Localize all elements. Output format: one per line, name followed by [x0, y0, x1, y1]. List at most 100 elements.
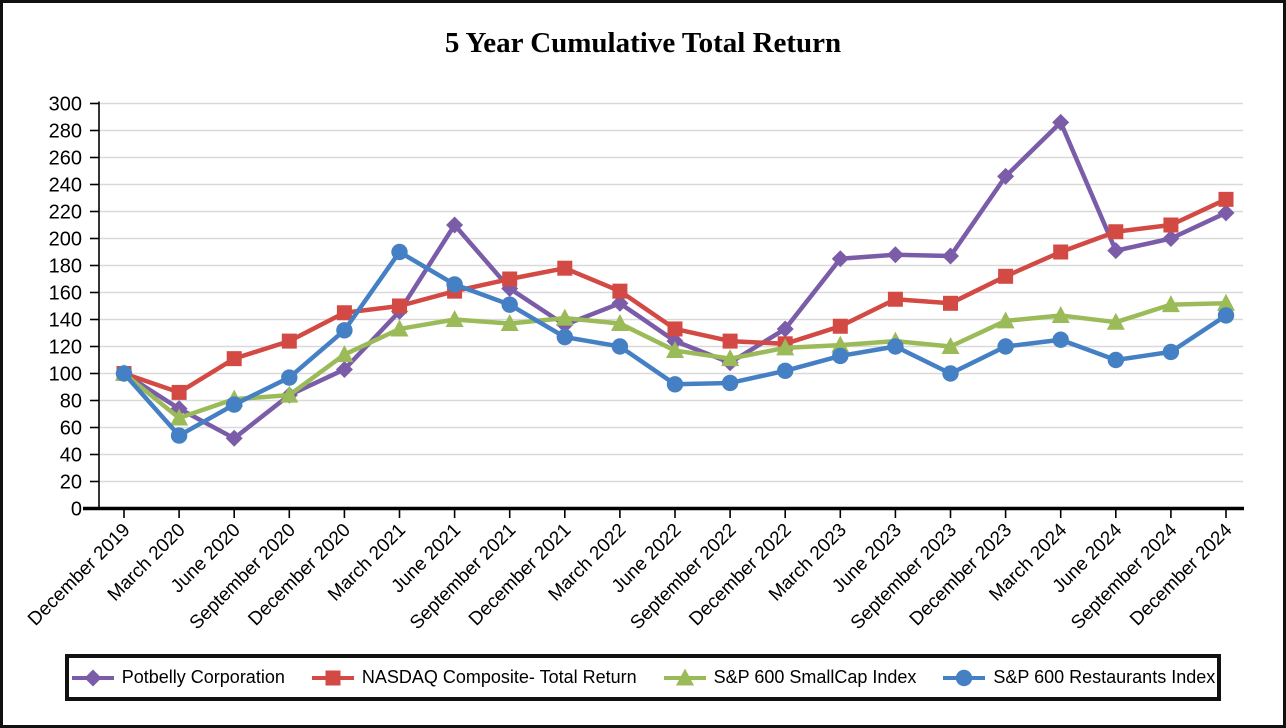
data-point-circle-s-p-600-restaurants-index: [997, 338, 1014, 355]
data-point-diamond-potbelly-corporation: [886, 246, 904, 264]
data-point-circle-s-p-600-restaurants-index: [777, 362, 794, 379]
data-point-square-nasdaq-composite-total-return: [392, 298, 407, 314]
data-point-diamond-potbelly-corporation: [225, 429, 243, 447]
data-point-triangle-s-p-600-smallcap-index: [500, 314, 519, 332]
data-point-diamond-potbelly-corporation: [831, 250, 849, 268]
data-point-circle-s-p-600-restaurants-index: [226, 396, 243, 413]
data-point-triangle-s-p-600-smallcap-index: [390, 319, 409, 337]
data-point-diamond-potbelly-corporation: [1217, 204, 1235, 222]
y-axis-label: 40: [60, 445, 82, 467]
data-point-circle-s-p-600-restaurants-index: [1217, 307, 1235, 324]
y-axis-label: 220: [49, 202, 82, 224]
y-axis-label: 140: [49, 310, 82, 332]
data-point-square-nasdaq-composite-total-return: [612, 283, 628, 299]
y-axis-label: 80: [60, 391, 82, 413]
data-point-circle-s-p-600-restaurants-index: [887, 338, 904, 355]
legend-item-potbelly-corporation: Potbelly Corporation: [71, 667, 285, 689]
square-legend-icon: [311, 670, 354, 685]
y-axis-label: 0: [71, 499, 82, 521]
chart-legend: Potbelly Corporation NASDAQ Composite- To…: [65, 654, 1221, 701]
data-point-triangle-s-p-600-smallcap-index: [280, 385, 299, 403]
data-point-triangle-s-p-600-smallcap-index: [941, 337, 960, 354]
data-point-diamond-potbelly-corporation: [1107, 242, 1125, 260]
data-point-triangle-s-p-600-smallcap-index: [996, 311, 1015, 329]
data-point-circle-s-p-600-restaurants-index: [832, 347, 849, 365]
data-point-circle-s-p-600-restaurants-index: [1052, 331, 1069, 348]
data-point-diamond-potbelly-corporation: [335, 360, 353, 378]
data-point-circle-s-p-600-restaurants-index: [281, 369, 298, 386]
data-point-square-nasdaq-composite-total-return: [1108, 224, 1124, 240]
data-point-square-nasdaq-composite-total-return: [1163, 217, 1179, 233]
data-point-square-nasdaq-composite-total-return: [1053, 244, 1069, 260]
data-point-diamond-potbelly-corporation: [942, 247, 959, 265]
data-point-square-nasdaq-composite-total-return: [943, 295, 958, 311]
data-point-diamond-potbelly-corporation: [611, 294, 629, 312]
data-point-triangle-s-p-600-smallcap-index: [170, 408, 189, 426]
data-point-triangle-s-p-600-smallcap-index: [1161, 295, 1180, 313]
data-point-circle-s-p-600-restaurants-index: [1162, 343, 1180, 361]
data-point-circle-s-p-600-restaurants-index: [501, 296, 518, 313]
data-point-circle-s-p-600-restaurants-index: [446, 276, 463, 293]
diamond-legend-icon: [71, 669, 114, 686]
data-point-circle-s-p-600-restaurants-index: [336, 322, 353, 339]
legend-item-s-p-600-restaurants-index: S&P 600 Restaurants Index: [942, 667, 1215, 689]
data-point-triangle-s-p-600-smallcap-index: [666, 341, 684, 359]
data-point-diamond-potbelly-corporation: [446, 216, 464, 234]
legend-marker-diamond: [84, 669, 102, 686]
data-point-triangle-s-p-600-smallcap-index: [721, 349, 740, 367]
x-axis-label: December 2022: [685, 520, 795, 630]
data-point-circle-s-p-600-restaurants-index: [170, 427, 188, 444]
data-point-triangle-s-p-600-smallcap-index: [610, 314, 629, 332]
x-axis-label: December 2021: [465, 520, 575, 630]
y-axis-label: 120: [49, 337, 82, 359]
data-point-square-nasdaq-composite-total-return: [502, 271, 518, 287]
y-axis-label: 60: [60, 418, 82, 440]
legend-label: S&P 600 SmallCap Index: [713, 667, 917, 687]
data-point-triangle-s-p-600-smallcap-index: [555, 308, 574, 326]
y-axis-label: 300: [49, 94, 82, 116]
x-axis-label: December 2024: [1126, 519, 1237, 630]
data-point-square-nasdaq-composite-total-return: [722, 333, 738, 349]
x-axis-label: December 2019: [24, 520, 134, 630]
series-line-nasdaq-composite-total-return: [121, 197, 1229, 395]
data-point-square-nasdaq-composite-total-return: [171, 384, 187, 400]
circle-legend-icon: [943, 669, 986, 686]
y-axis-label: 20: [60, 472, 82, 494]
legend-marker-circle: [956, 669, 973, 686]
legend-item-s-p-600-smallcap-index: S&P 600 SmallCap Index: [663, 667, 917, 689]
data-point-circle-s-p-600-restaurants-index: [942, 365, 959, 382]
data-point-triangle-s-p-600-smallcap-index: [1051, 305, 1070, 323]
triangle-legend-icon: [663, 668, 706, 685]
data-point-square-nasdaq-composite-total-return: [226, 351, 242, 367]
data-point-square-nasdaq-composite-total-return: [557, 260, 573, 276]
data-point-circle-s-p-600-restaurants-index: [1107, 351, 1125, 369]
data-point-circle-s-p-600-restaurants-index: [666, 376, 684, 393]
data-point-square-nasdaq-composite-total-return: [887, 291, 903, 307]
data-point-triangle-s-p-600-smallcap-index: [445, 310, 464, 327]
data-point-circle-s-p-600-restaurants-index: [391, 243, 408, 261]
data-point-square-nasdaq-composite-total-return: [1218, 191, 1234, 207]
chart-title: 5 Year Cumulative Total Return: [444, 27, 842, 59]
y-axis-label: 200: [49, 229, 82, 251]
y-axis-label: 160: [49, 283, 82, 305]
data-point-circle-s-p-600-restaurants-index: [556, 328, 573, 346]
x-axis-label: December 2020: [244, 520, 354, 630]
legend-label: NASDAQ Composite- Total Return: [361, 667, 637, 687]
y-axis-label: 100: [49, 364, 82, 386]
data-point-triangle-s-p-600-smallcap-index: [1106, 312, 1125, 330]
legend-marker-triangle: [675, 668, 694, 685]
data-point-triangle-s-p-600-smallcap-index: [1217, 293, 1235, 311]
data-point-triangle-s-p-600-smallcap-index: [831, 335, 850, 353]
data-point-diamond-potbelly-corporation: [1162, 230, 1180, 247]
data-point-square-nasdaq-composite-total-return: [998, 268, 1014, 284]
data-point-triangle-s-p-600-smallcap-index: [776, 338, 795, 356]
legend-label: S&P 600 Restaurants Index: [993, 667, 1216, 687]
y-axis-label: 180: [49, 256, 82, 278]
data-point-diamond-potbelly-corporation: [1052, 113, 1070, 131]
data-point-triangle-s-p-600-smallcap-index: [335, 345, 354, 363]
legend-item-nasdaq-composite-total-return: NASDAQ Composite- Total Return: [311, 667, 637, 689]
data-point-circle-s-p-600-restaurants-index: [721, 374, 739, 392]
data-point-circle-s-p-600-restaurants-index: [611, 338, 629, 355]
legend-marker-square: [325, 670, 341, 685]
